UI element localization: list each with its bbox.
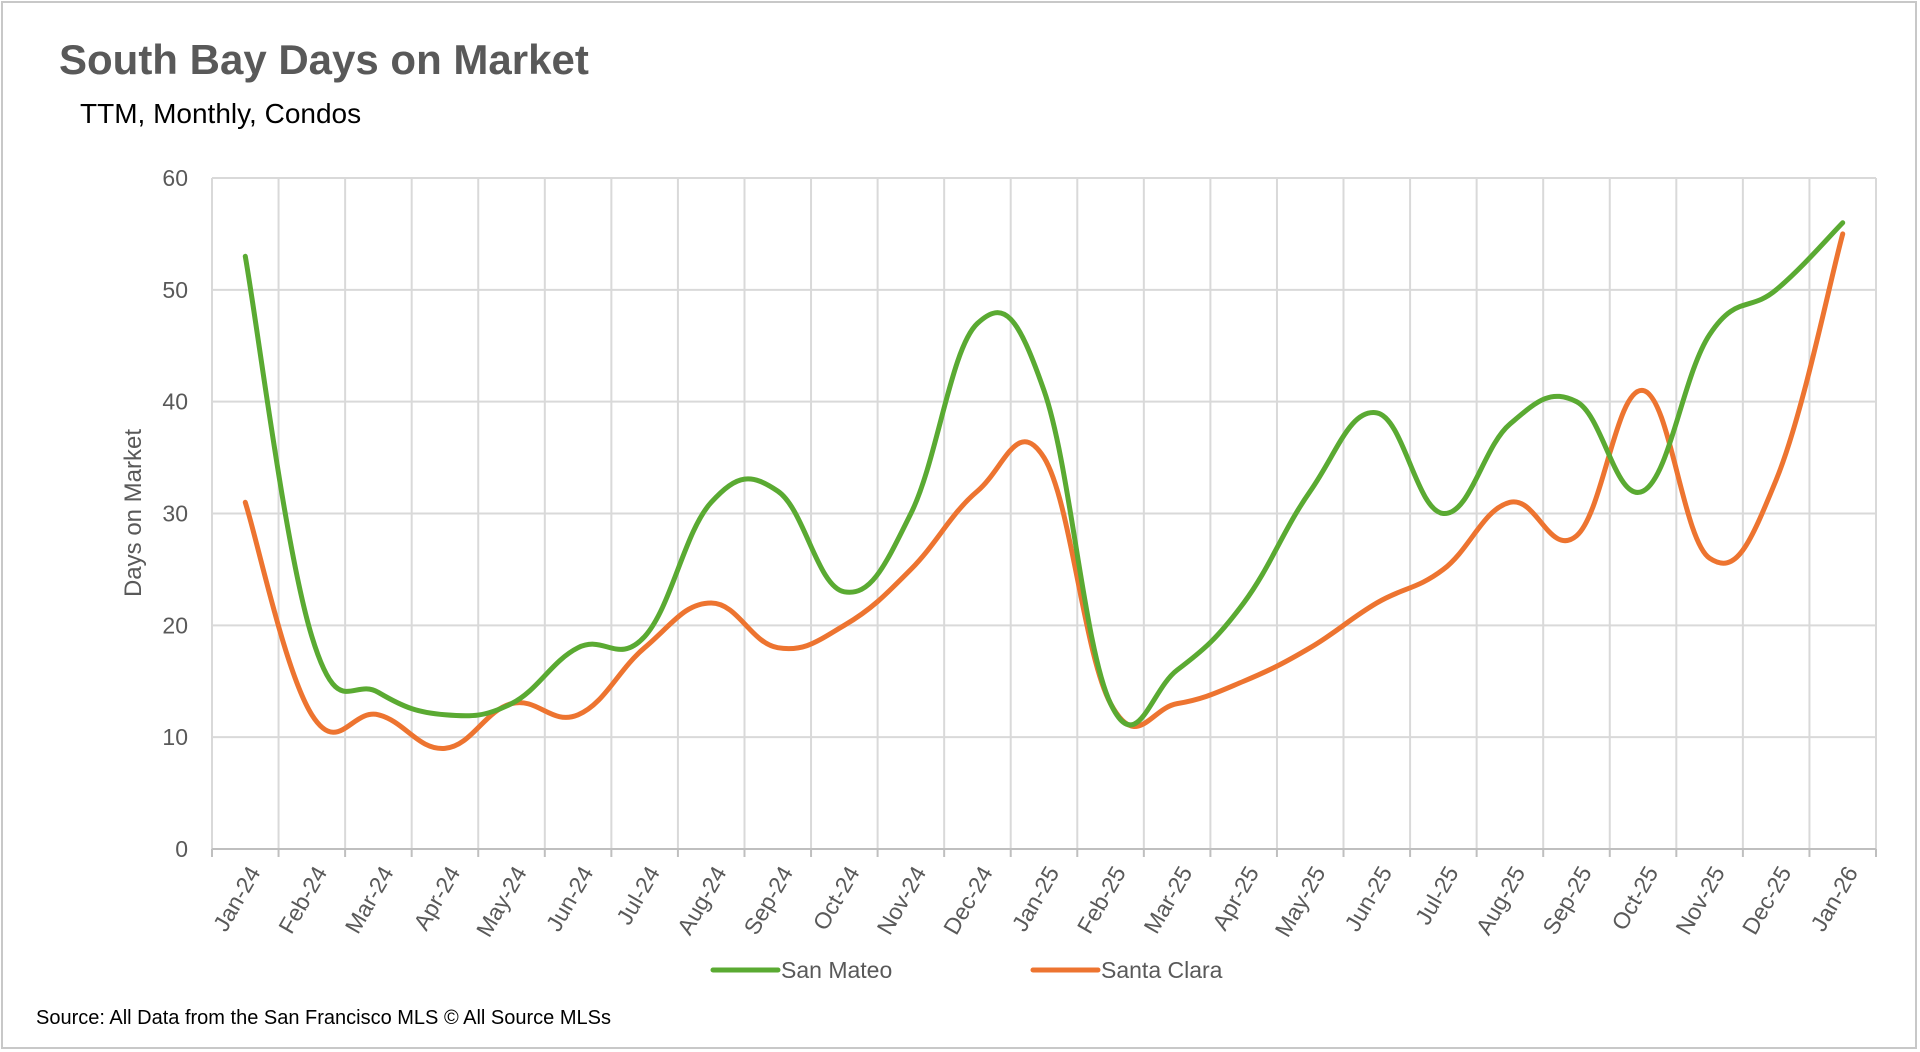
x-tick-label: May-25 (1270, 862, 1331, 941)
x-tick-label: Jan-26 (1805, 862, 1863, 936)
y-tick-label: 0 (175, 836, 188, 862)
x-tick-label: Nov-24 (872, 862, 932, 939)
x-tick-label: Feb-24 (273, 862, 332, 938)
x-tick-label: Apr-25 (1207, 862, 1264, 935)
x-tick-label: Jun-25 (1339, 862, 1397, 936)
y-axis-label: Days on Market (120, 429, 147, 597)
chart-subtitle: TTM, Monthly, Condos (80, 98, 361, 129)
legend-item-santa-clara: Santa Clara (1030, 957, 1223, 983)
series-line-san-mateo (242, 220, 1846, 728)
chart-title: South Bay Days on Market (59, 36, 589, 83)
x-tick-label: Dec-25 (1737, 862, 1797, 939)
x-tick-label: Aug-24 (672, 862, 732, 939)
x-tick-label: Dec-24 (938, 862, 998, 939)
x-tick-labels: Jan-24 Feb-24 Mar-24 Apr-24 May-24 Jun-24 Jul-… (208, 862, 1863, 942)
y-tick-label: 30 (162, 501, 188, 527)
x-tick-label: Apr-24 (408, 862, 465, 935)
x-tick-label: Oct-25 (1606, 862, 1663, 935)
x-tick-label: Jul-25 (1410, 862, 1464, 929)
legend-label: Santa Clara (1101, 957, 1223, 983)
legend-label: San Mateo (781, 957, 892, 983)
source-note: Source: All Data from the San Francisco … (36, 1007, 611, 1029)
series-line-santa-clara (242, 231, 1846, 751)
y-tick-label: 40 (162, 389, 188, 415)
x-tick-label: Aug-25 (1471, 862, 1531, 939)
x-tick-label: Jan-24 (208, 862, 266, 936)
y-tick-label: 10 (162, 724, 188, 750)
x-tick-label: Oct-24 (808, 862, 865, 935)
x-tick-label: Sep-24 (738, 862, 798, 939)
legend: San Mateo Santa Clara (710, 957, 1223, 983)
x-tick-label: Feb-25 (1072, 862, 1131, 938)
x-tick-label: Jul-24 (611, 862, 665, 929)
x-tick-label: Mar-24 (340, 862, 399, 938)
y-tick-label: 60 (162, 165, 188, 191)
axes (211, 848, 1877, 857)
x-tick-label: Jun-24 (541, 862, 599, 936)
line-chart: South Bay Days on Market TTM, Monthly, C… (36, 36, 1877, 1029)
grid-lines (211, 177, 1877, 849)
x-tick-label: May-24 (471, 862, 532, 942)
x-tick-label: Nov-25 (1670, 862, 1730, 939)
x-tick-label: Mar-25 (1138, 862, 1197, 938)
x-tick-label: Sep-25 (1537, 862, 1597, 939)
legend-item-san-mateo: San Mateo (710, 957, 892, 983)
y-tick-label: 20 (162, 612, 188, 638)
series-lines (242, 220, 1846, 751)
y-tick-labels: 0 10 20 30 40 50 60 (162, 165, 188, 862)
x-tick-label: Jan-25 (1007, 862, 1065, 936)
y-tick-label: 50 (162, 277, 188, 303)
